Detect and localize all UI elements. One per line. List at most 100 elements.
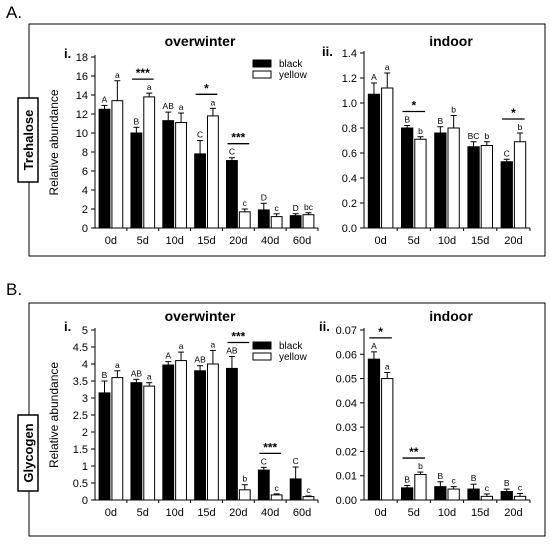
panel-title: overwinter xyxy=(165,308,236,324)
panel-label: i. xyxy=(64,319,71,334)
significance-mark: * xyxy=(411,99,416,113)
x-tick-label: 20d xyxy=(504,235,522,247)
bar-yellow xyxy=(480,495,493,501)
bar-yellow xyxy=(175,360,187,501)
group-letter: A xyxy=(102,94,108,104)
bar-black xyxy=(98,108,111,229)
group-letter: b xyxy=(418,461,423,471)
y-tick-label: 16 xyxy=(76,71,88,83)
bar-yellow xyxy=(381,87,394,229)
significance-mark: *** xyxy=(263,440,277,454)
x-tick-label: 10d xyxy=(165,235,183,247)
group-letter: c xyxy=(452,476,457,486)
significance-mark: *** xyxy=(231,131,245,145)
legend-swatch-black xyxy=(252,59,272,68)
bar-yellow xyxy=(143,385,156,501)
legend-label-black: black xyxy=(279,341,303,352)
x-tick-label: 40d xyxy=(261,235,279,247)
bar-black xyxy=(130,382,143,501)
x-tick-label: 0d xyxy=(374,235,386,247)
bar-black xyxy=(98,392,111,501)
group-letter: a xyxy=(115,70,120,80)
bar-black xyxy=(257,469,270,501)
y-tick-label: 10 xyxy=(76,128,88,140)
y-tick-label: 2.5 xyxy=(73,410,88,422)
chart-A-ii: 0.0 0.2 0.4 0.6 0.8 1.0 1.2 1.4 0d Aa 5d Bb 10d Bb 15d… xyxy=(322,33,531,247)
x-tick-label: 40d xyxy=(261,507,279,519)
bar-yellow xyxy=(238,489,251,501)
group-letter: c xyxy=(275,203,280,213)
bar-yellow xyxy=(302,214,315,229)
group-letter: AB xyxy=(131,368,143,378)
group-letter: c xyxy=(243,198,248,208)
group-letter: AB xyxy=(163,101,175,111)
bar-black xyxy=(226,367,238,501)
y-tick-label: 14 xyxy=(76,90,88,102)
bar-yellow xyxy=(447,488,460,501)
x-tick-label: 20d xyxy=(504,507,522,519)
group-letter: a xyxy=(147,372,152,382)
group-letter: bc xyxy=(304,202,314,212)
bar-yellow xyxy=(381,378,394,501)
y-tick-label: 1.2 xyxy=(342,73,357,85)
y-tick-label: 18 xyxy=(76,52,88,64)
group-letter: B xyxy=(504,478,510,488)
panel-label: i. xyxy=(64,46,71,61)
x-tick-label: 0d xyxy=(374,507,386,519)
bar-black xyxy=(500,161,513,229)
x-tick-label: 15d xyxy=(471,235,489,247)
group-letter: a xyxy=(179,102,184,112)
group-letter: a xyxy=(147,82,152,92)
y-tick-label: 0.05 xyxy=(336,374,357,386)
bar-yellow xyxy=(111,377,124,501)
group-letter: AB xyxy=(194,355,206,365)
bar-black xyxy=(367,93,381,229)
y-tick-label: 12 xyxy=(76,109,88,121)
bar-yellow xyxy=(513,495,527,501)
group-letter: B xyxy=(404,474,410,484)
x-tick-label: 20d xyxy=(229,507,247,519)
group-letter: b xyxy=(518,122,523,132)
y-tick-label: 4 xyxy=(82,359,88,371)
y-tick-label: 0.4 xyxy=(342,173,357,185)
y-tick-label: 4 xyxy=(82,185,88,197)
bar-black xyxy=(467,488,480,501)
x-tick-label: 0d xyxy=(105,507,117,519)
legend-swatch-yellow xyxy=(252,352,272,361)
bar-black xyxy=(289,478,302,501)
x-tick-label: 5d xyxy=(137,235,149,247)
group-letter: B xyxy=(102,370,108,380)
section-b-row-label: Glycogen xyxy=(21,423,36,482)
x-tick-label: 0d xyxy=(105,235,117,247)
group-letter: a xyxy=(115,360,120,370)
group-letter: c xyxy=(485,483,490,493)
legend-label-yellow: yellow xyxy=(279,70,308,81)
x-tick-label: 60d xyxy=(293,507,311,519)
group-letter: a xyxy=(179,341,184,351)
y-tick-label: 0.07 xyxy=(336,325,357,337)
y-tick-label: 0.2 xyxy=(342,198,357,210)
bar-black xyxy=(194,153,206,229)
y-tick-label: 0.01 xyxy=(336,471,357,483)
group-letter: C xyxy=(197,130,203,140)
x-tick-label: 10d xyxy=(438,235,456,247)
group-letter: A xyxy=(371,341,377,351)
section-b-row-label-box xyxy=(17,414,39,492)
bar-black xyxy=(434,132,447,229)
y-tick-label: 0.02 xyxy=(336,446,357,458)
x-tick-label: 15d xyxy=(197,507,215,519)
x-tick-label: 5d xyxy=(408,235,420,247)
bar-yellow xyxy=(270,216,283,229)
group-letter: c xyxy=(306,485,311,495)
bar-yellow xyxy=(302,496,315,501)
bar-black xyxy=(257,209,270,229)
chart-A-i: 0 2 4 6 8 10 12 14 16 18 0d Aa 5d Ba 10d AB a 15d Ca 20d Cc 4… xyxy=(47,33,319,247)
y-tick-label: 0.0 xyxy=(342,223,357,235)
group-letter: a xyxy=(211,97,216,107)
group-letter: B xyxy=(134,116,140,126)
group-letter: b xyxy=(242,474,247,484)
